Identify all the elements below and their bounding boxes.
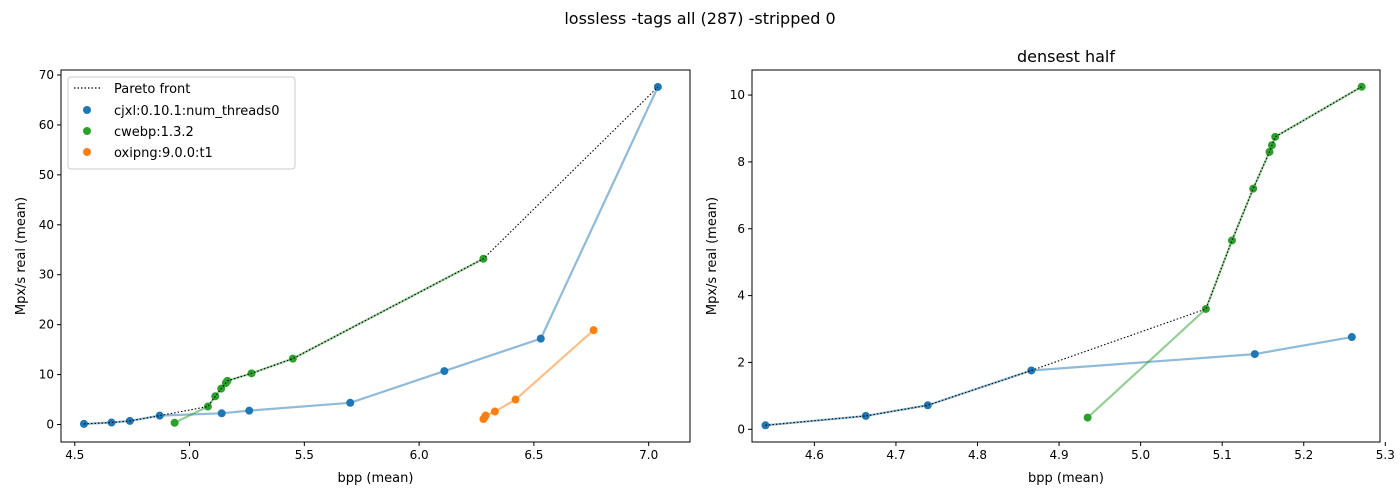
data-point (170, 418, 179, 427)
x-axis-ticks: 4.6 4.7 4.8 4.9 5.0 5.1 5.2 5.3 (805, 442, 1395, 462)
y-tick-label: 0 (737, 422, 745, 436)
y-tick-label: 0 (46, 418, 54, 432)
x-tick-label: 5.5 (295, 448, 314, 462)
data-point (536, 334, 545, 343)
y-tick-label: 40 (39, 218, 54, 232)
data-point (245, 406, 254, 415)
data-point (1250, 350, 1259, 359)
data-point (440, 367, 449, 376)
figure-suptitle: lossless -tags all (287) -stripped 0 (564, 9, 835, 28)
y-tick-label: 10 (730, 88, 745, 102)
y-axis-ticks: 0 10 20 30 40 50 60 70 (39, 68, 61, 432)
legend-label: cjxl:0.10.1:num_threads0 (114, 104, 279, 119)
pareto-front-line (765, 86, 1362, 426)
y-axis-label: Mpx/s real (mean) (14, 197, 29, 315)
y-tick-label: 10 (39, 368, 54, 382)
data-point (155, 411, 164, 420)
data-point (861, 411, 870, 420)
data-point (481, 411, 490, 420)
x-tick-label: 6.5 (524, 448, 543, 462)
data-point (589, 326, 598, 335)
x-tick-label: 4.6 (805, 448, 824, 462)
x-tick-label: 4.9 (1050, 448, 1069, 462)
x-tick-label: 7.0 (639, 448, 658, 462)
legend-marker (83, 127, 91, 135)
x-tick-label: 5.0 (1131, 448, 1150, 462)
data-point (923, 401, 932, 410)
data-point (217, 409, 226, 418)
plot-marks (761, 82, 1366, 430)
panel-title: densest half (1017, 47, 1115, 66)
pareto-front-line (83, 86, 659, 425)
x-axis-label: bpp (mean) (338, 471, 414, 486)
legend-marker (83, 106, 91, 114)
data-point (203, 402, 212, 411)
y-axis-label: Mpx/s real (mean) (705, 197, 720, 315)
chart-panel-full: Pareto front cjxl:0.10.1:num_threads0cweb… (14, 68, 691, 486)
x-tick-label: 4.8 (968, 448, 987, 462)
legend-marker (83, 148, 91, 156)
y-tick-label: 60 (39, 118, 54, 132)
x-tick-label: 5.1 (1213, 448, 1232, 462)
y-tick-label: 70 (39, 68, 54, 82)
legend-box (67, 76, 296, 170)
data-point (1083, 413, 1092, 422)
data-point (107, 418, 116, 427)
x-tick-label: 5.0 (180, 448, 199, 462)
legend-label: cwebp:1.3.2 (114, 125, 194, 140)
data-point (1249, 184, 1258, 193)
data-point (346, 398, 355, 407)
plot-frame (751, 69, 1381, 443)
data-point (1271, 132, 1280, 141)
data-point (1201, 304, 1210, 313)
data-point (490, 407, 499, 416)
series-line (83, 86, 659, 426)
y-tick-label: 20 (39, 318, 54, 332)
x-tick-label: 5.2 (1294, 448, 1313, 462)
data-point (1357, 82, 1366, 91)
legend-label: oxipng:9.0.0:t1 (114, 146, 213, 161)
y-tick-label: 4 (737, 289, 745, 303)
x-tick-label: 6.0 (410, 448, 429, 462)
x-tick-label: 4.7 (886, 448, 905, 462)
y-tick-label: 6 (737, 222, 745, 236)
plot-frame (60, 69, 691, 443)
plot-marks (79, 82, 662, 428)
legend-label: Pareto front (114, 82, 190, 97)
data-point (511, 395, 520, 404)
y-tick-label: 30 (39, 268, 54, 282)
x-axis-ticks: 4.5 5.0 5.5 6.0 6.5 7.0 (65, 442, 658, 462)
data-point (288, 354, 297, 363)
chart-panel-densest-half: densest half 4.6 4.7 4.8 4.9 5.0 5.1 5.2 5.3 0 2… (705, 47, 1395, 486)
x-tick-label: 4.5 (65, 448, 84, 462)
chart-legend: Pareto front cjxl:0.10.1:num_threads0cweb… (67, 76, 296, 170)
x-tick-label: 5.3 (1376, 448, 1395, 462)
data-point (1347, 333, 1356, 342)
data-point (1027, 366, 1036, 375)
y-tick-label: 8 (737, 155, 745, 169)
y-tick-label: 50 (39, 168, 54, 182)
y-tick-label: 2 (737, 355, 745, 369)
y-axis-ticks: 0 2 4 6 8 10 (730, 88, 752, 436)
x-axis-label: bpp (mean) (1028, 471, 1104, 486)
data-point (1227, 236, 1236, 245)
